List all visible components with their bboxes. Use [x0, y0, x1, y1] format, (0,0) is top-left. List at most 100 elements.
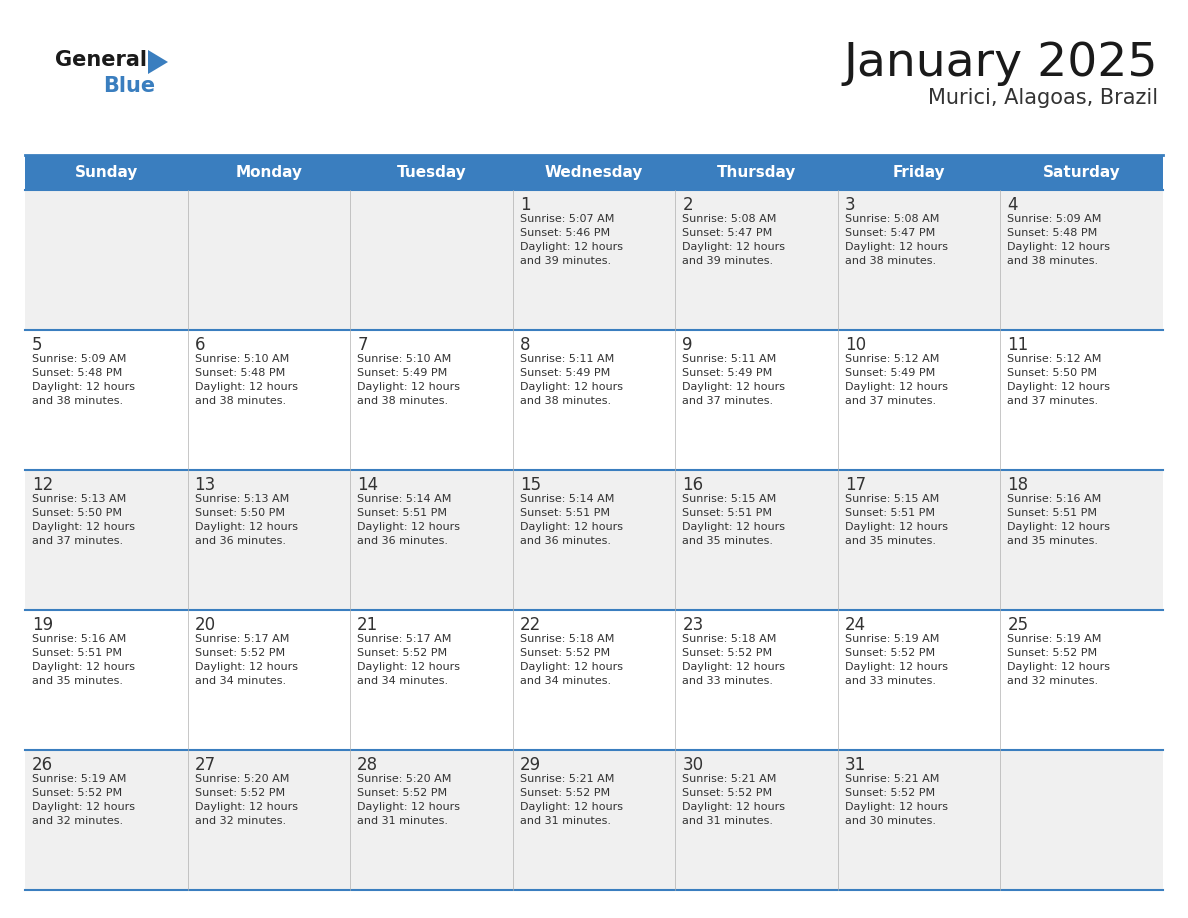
Text: Sunrise: 5:20 AM: Sunrise: 5:20 AM [358, 774, 451, 784]
Text: and 37 minutes.: and 37 minutes. [845, 396, 936, 406]
Text: Daylight: 12 hours: Daylight: 12 hours [519, 802, 623, 812]
Text: 13: 13 [195, 476, 216, 494]
Text: and 35 minutes.: and 35 minutes. [845, 536, 936, 546]
Text: Sunset: 5:51 PM: Sunset: 5:51 PM [32, 648, 122, 658]
Text: Sunrise: 5:13 AM: Sunrise: 5:13 AM [32, 494, 126, 504]
Text: Sunrise: 5:15 AM: Sunrise: 5:15 AM [682, 494, 777, 504]
Text: Sunset: 5:48 PM: Sunset: 5:48 PM [195, 368, 285, 378]
Bar [838, 750, 1000, 890]
Text: Sunset: 5:52 PM: Sunset: 5:52 PM [845, 788, 935, 798]
Text: and 35 minutes.: and 35 minutes. [682, 536, 773, 546]
Bar [350, 155, 513, 190]
Text: 31: 31 [845, 756, 866, 774]
Text: Sunrise: 5:21 AM: Sunrise: 5:21 AM [845, 774, 940, 784]
Text: Sunrise: 5:09 AM: Sunrise: 5:09 AM [1007, 214, 1101, 224]
Bar [350, 750, 513, 890]
Text: Thursday: Thursday [716, 165, 796, 180]
Bar [513, 330, 675, 470]
Bar [25, 750, 188, 890]
Text: Sunrise: 5:20 AM: Sunrise: 5:20 AM [195, 774, 289, 784]
Bar [25, 470, 188, 610]
Text: Sunrise: 5:12 AM: Sunrise: 5:12 AM [1007, 354, 1101, 364]
Text: Daylight: 12 hours: Daylight: 12 hours [845, 662, 948, 672]
Text: Sunrise: 5:15 AM: Sunrise: 5:15 AM [845, 494, 939, 504]
Text: General: General [55, 50, 147, 70]
Text: and 38 minutes.: and 38 minutes. [358, 396, 448, 406]
Text: Sunrise: 5:13 AM: Sunrise: 5:13 AM [195, 494, 289, 504]
Text: Sunrise: 5:17 AM: Sunrise: 5:17 AM [195, 634, 289, 644]
Text: Sunset: 5:49 PM: Sunset: 5:49 PM [358, 368, 448, 378]
Text: Daylight: 12 hours: Daylight: 12 hours [358, 662, 460, 672]
Text: 6: 6 [195, 336, 206, 354]
Text: Sunrise: 5:18 AM: Sunrise: 5:18 AM [682, 634, 777, 644]
Bar [188, 155, 350, 190]
Text: and 31 minutes.: and 31 minutes. [682, 816, 773, 826]
Text: January 2025: January 2025 [843, 40, 1158, 85]
Text: 21: 21 [358, 616, 379, 634]
Bar [675, 190, 838, 330]
Text: and 31 minutes.: and 31 minutes. [519, 816, 611, 826]
Text: Sunrise: 5:08 AM: Sunrise: 5:08 AM [682, 214, 777, 224]
Bar [513, 155, 675, 190]
Text: 7: 7 [358, 336, 367, 354]
Bar [1000, 190, 1163, 330]
Text: and 37 minutes.: and 37 minutes. [682, 396, 773, 406]
Text: 10: 10 [845, 336, 866, 354]
Text: 2: 2 [682, 196, 693, 214]
Bar [188, 470, 350, 610]
Bar [350, 610, 513, 750]
Bar [188, 330, 350, 470]
Text: and 35 minutes.: and 35 minutes. [32, 676, 124, 686]
Text: Daylight: 12 hours: Daylight: 12 hours [1007, 382, 1111, 392]
Bar [350, 470, 513, 610]
Bar [838, 470, 1000, 610]
Text: Sunset: 5:49 PM: Sunset: 5:49 PM [845, 368, 935, 378]
Bar [25, 610, 188, 750]
Text: 29: 29 [519, 756, 541, 774]
Text: Sunset: 5:52 PM: Sunset: 5:52 PM [845, 648, 935, 658]
Text: 20: 20 [195, 616, 216, 634]
Text: Murici, Alagoas, Brazil: Murici, Alagoas, Brazil [928, 88, 1158, 108]
Text: Daylight: 12 hours: Daylight: 12 hours [1007, 662, 1111, 672]
Text: Sunrise: 5:10 AM: Sunrise: 5:10 AM [195, 354, 289, 364]
Text: Sunrise: 5:19 AM: Sunrise: 5:19 AM [845, 634, 940, 644]
Text: Sunrise: 5:19 AM: Sunrise: 5:19 AM [1007, 634, 1101, 644]
Text: 17: 17 [845, 476, 866, 494]
Text: Daylight: 12 hours: Daylight: 12 hours [32, 802, 135, 812]
Text: Sunset: 5:48 PM: Sunset: 5:48 PM [1007, 228, 1098, 238]
Text: Daylight: 12 hours: Daylight: 12 hours [1007, 242, 1111, 252]
Text: Sunrise: 5:17 AM: Sunrise: 5:17 AM [358, 634, 451, 644]
Text: Sunrise: 5:21 AM: Sunrise: 5:21 AM [519, 774, 614, 784]
Bar [675, 750, 838, 890]
Text: Daylight: 12 hours: Daylight: 12 hours [358, 382, 460, 392]
Text: Daylight: 12 hours: Daylight: 12 hours [682, 662, 785, 672]
Text: Daylight: 12 hours: Daylight: 12 hours [845, 522, 948, 532]
Text: Sunset: 5:52 PM: Sunset: 5:52 PM [358, 648, 447, 658]
Text: 15: 15 [519, 476, 541, 494]
Text: Sunset: 5:51 PM: Sunset: 5:51 PM [1007, 508, 1098, 518]
Text: Daylight: 12 hours: Daylight: 12 hours [519, 242, 623, 252]
Text: 1: 1 [519, 196, 530, 214]
Text: Sunset: 5:48 PM: Sunset: 5:48 PM [32, 368, 122, 378]
Bar [188, 750, 350, 890]
Text: Daylight: 12 hours: Daylight: 12 hours [32, 522, 135, 532]
Text: Sunset: 5:51 PM: Sunset: 5:51 PM [358, 508, 447, 518]
Bar [513, 470, 675, 610]
Text: Daylight: 12 hours: Daylight: 12 hours [32, 662, 135, 672]
Text: Daylight: 12 hours: Daylight: 12 hours [195, 662, 297, 672]
Bar [1000, 750, 1163, 890]
Text: Sunrise: 5:11 AM: Sunrise: 5:11 AM [682, 354, 777, 364]
Text: Sunset: 5:51 PM: Sunset: 5:51 PM [682, 508, 772, 518]
Text: 25: 25 [1007, 616, 1029, 634]
Polygon shape [148, 50, 168, 74]
Text: 9: 9 [682, 336, 693, 354]
Text: Wednesday: Wednesday [545, 165, 643, 180]
Text: 28: 28 [358, 756, 378, 774]
Text: Tuesday: Tuesday [397, 165, 467, 180]
Text: Daylight: 12 hours: Daylight: 12 hours [1007, 522, 1111, 532]
Text: and 38 minutes.: and 38 minutes. [32, 396, 124, 406]
Text: Daylight: 12 hours: Daylight: 12 hours [845, 802, 948, 812]
Bar [513, 610, 675, 750]
Text: and 36 minutes.: and 36 minutes. [358, 536, 448, 546]
Text: Daylight: 12 hours: Daylight: 12 hours [682, 382, 785, 392]
